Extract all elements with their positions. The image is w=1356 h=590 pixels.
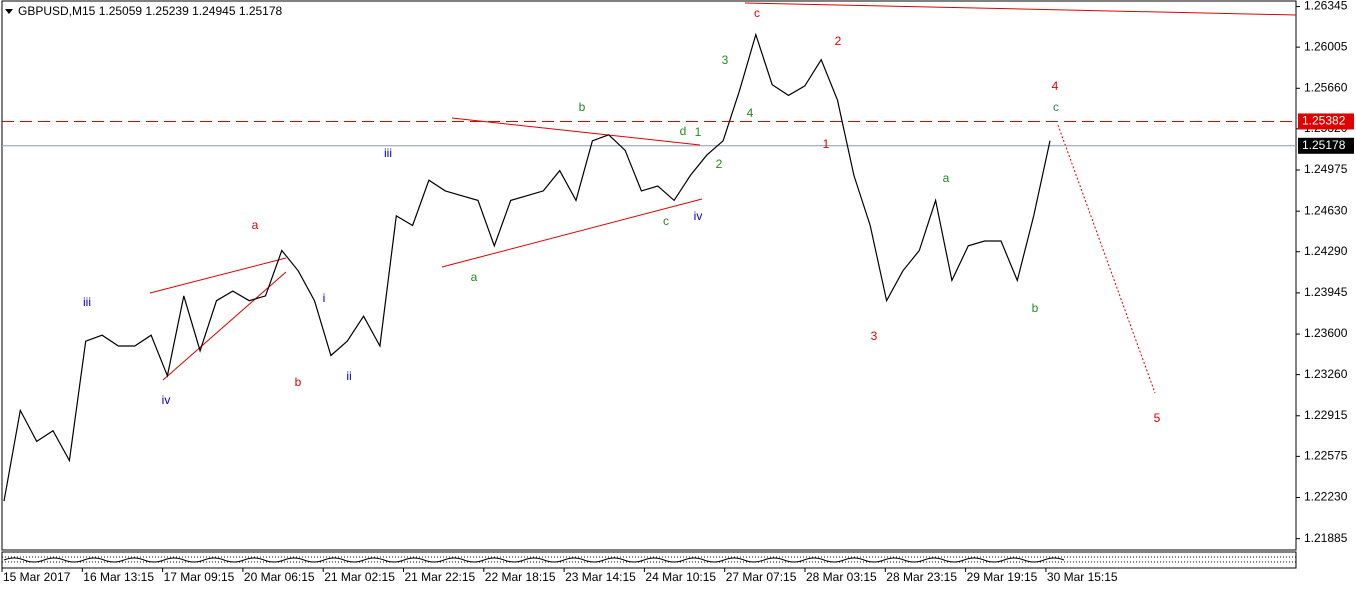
x-tick-label: 28 Mar 03:15 — [806, 570, 877, 584]
wave-label: b — [1032, 301, 1039, 315]
wave-label: c — [663, 214, 669, 228]
x-tick-label: 24 Mar 10:15 — [645, 570, 716, 584]
indicator — [3, 557, 1065, 563]
y-tick-label: 1.23260 — [1304, 367, 1348, 381]
chart-title: GBPUSD,M15 1.25059 1.25239 1.24945 1.251… — [18, 4, 283, 18]
y-tick-label: 1.24290 — [1304, 244, 1348, 258]
wave-label: b — [579, 100, 586, 114]
x-tick-label: 23 Mar 14:15 — [565, 570, 636, 584]
x-tick-label: 21 Mar 02:15 — [324, 570, 395, 584]
x-tick-label: 20 Mar 06:15 — [244, 570, 315, 584]
wave-label: 2 — [835, 34, 842, 48]
plot-frame — [1, 0, 1297, 551]
level-box — [1298, 113, 1354, 130]
wave-label: 4 — [747, 106, 754, 120]
projection-line — [1057, 124, 1156, 394]
y-tick-label: 1.23945 — [1304, 285, 1348, 299]
price-line — [3, 32, 1051, 502]
y-tick-label: 1.26005 — [1304, 39, 1348, 53]
y-tick-label: 1.21885 — [1304, 531, 1348, 545]
wave-label: c — [754, 6, 760, 20]
wave-label: a — [471, 270, 478, 284]
level-label: 1.25382 — [1302, 114, 1346, 128]
wave-label: b — [295, 375, 302, 389]
trend-line — [744, 2, 1297, 16]
wave-label: 1 — [695, 125, 702, 139]
wave-label: i — [323, 291, 326, 305]
x-tick-label: 21 Mar 22:15 — [405, 570, 476, 584]
trend-line — [451, 117, 701, 146]
wave-label: a — [252, 218, 259, 232]
x-tick-label: 16 Mar 13:15 — [83, 570, 154, 584]
y-tick-label: 1.23600 — [1304, 326, 1348, 340]
y-tick-label: 1.22230 — [1304, 490, 1348, 504]
y-tick-label: 1.24630 — [1304, 203, 1348, 217]
y-tick-label: 1.22915 — [1304, 408, 1348, 422]
y-tick-label: 1.25660 — [1304, 80, 1348, 94]
wave-label: 5 — [1154, 411, 1161, 425]
y-tick-label: 1.26345 — [1304, 0, 1348, 13]
wave-label: a — [943, 171, 950, 185]
y-tick-label: 1.22575 — [1304, 449, 1348, 463]
x-tick-label: 28 Mar 23:15 — [886, 570, 957, 584]
x-tick-label: 29 Mar 19:15 — [967, 570, 1038, 584]
level-box — [1298, 137, 1354, 154]
x-tick-label: 17 Mar 09:15 — [164, 570, 235, 584]
level-label: 1.25178 — [1302, 138, 1346, 152]
header-arrow — [5, 9, 13, 14]
wave-label: iv — [694, 209, 703, 223]
indicator-levels — [2, 556, 1296, 563]
wave-label: c — [1053, 100, 1059, 114]
wave-label: 3 — [722, 53, 729, 67]
wave-label: 3 — [871, 329, 878, 343]
wave-label: ii — [346, 369, 351, 383]
wave-label: 4 — [1052, 79, 1059, 93]
x-tick-label: 30 Mar 15:15 — [1047, 570, 1118, 584]
y-tick-label: 1.24975 — [1304, 162, 1348, 176]
wave-label: 2 — [716, 157, 723, 171]
trend-line — [162, 271, 287, 381]
x-tick-label: 15 Mar 2017 — [3, 570, 71, 584]
wave-label: 1 — [823, 137, 830, 151]
indicator-frame — [1, 551, 1297, 569]
trend-line — [441, 198, 703, 268]
wave-label: iii — [384, 146, 392, 160]
trend-line — [149, 257, 287, 294]
wave-label: d — [680, 124, 687, 138]
x-tick-label: 22 Mar 18:15 — [485, 570, 556, 584]
wave-label: iii — [83, 295, 91, 309]
wave-label: iv — [162, 393, 171, 407]
x-tick-label: 27 Mar 07:15 — [726, 570, 797, 584]
